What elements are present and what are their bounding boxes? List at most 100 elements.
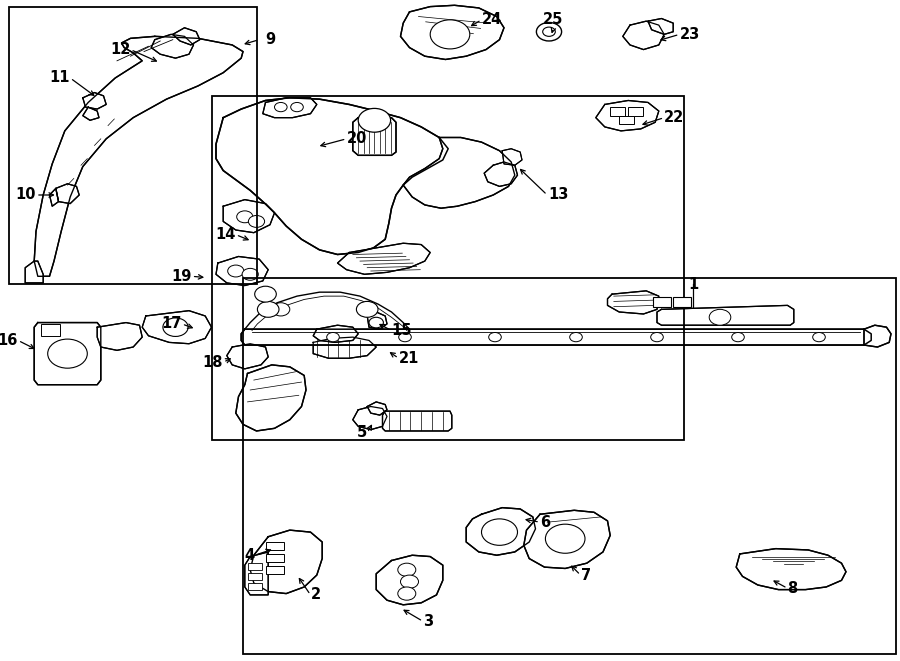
Bar [266, 554, 284, 562]
Circle shape [248, 215, 265, 227]
Text: 18: 18 [202, 355, 223, 369]
Bar [9, 7, 256, 284]
Circle shape [732, 332, 744, 342]
Polygon shape [313, 337, 376, 358]
Circle shape [48, 339, 87, 368]
Polygon shape [623, 21, 664, 50]
Polygon shape [313, 325, 358, 342]
Polygon shape [83, 107, 99, 120]
Text: 15: 15 [392, 323, 412, 338]
Text: 17: 17 [161, 317, 182, 331]
Polygon shape [400, 5, 504, 59]
Circle shape [430, 20, 470, 49]
Text: 2: 2 [310, 588, 320, 602]
Circle shape [570, 332, 582, 342]
Text: 19: 19 [171, 269, 192, 284]
Bar [628, 107, 643, 116]
Polygon shape [864, 325, 891, 347]
Circle shape [272, 303, 290, 316]
Polygon shape [25, 261, 43, 283]
Circle shape [545, 524, 585, 553]
Circle shape [356, 301, 378, 317]
Polygon shape [367, 402, 387, 415]
Polygon shape [34, 36, 243, 276]
Polygon shape [236, 365, 306, 431]
Circle shape [255, 286, 276, 302]
Bar [619, 116, 634, 124]
Polygon shape [484, 162, 518, 186]
Circle shape [651, 332, 663, 342]
Polygon shape [173, 28, 200, 45]
Circle shape [237, 211, 253, 223]
Text: 13: 13 [548, 188, 568, 202]
Text: 14: 14 [215, 227, 236, 242]
Polygon shape [466, 508, 536, 555]
Text: 22: 22 [664, 110, 685, 125]
Text: 11: 11 [50, 71, 70, 85]
Polygon shape [596, 100, 659, 131]
Circle shape [242, 268, 258, 280]
Circle shape [399, 332, 411, 342]
Circle shape [489, 332, 501, 342]
Polygon shape [151, 34, 194, 58]
Polygon shape [367, 312, 387, 329]
Polygon shape [245, 552, 268, 595]
Polygon shape [34, 323, 101, 385]
Polygon shape [736, 549, 846, 590]
Bar [248, 573, 262, 580]
Text: 4: 4 [245, 548, 255, 563]
Polygon shape [97, 323, 142, 350]
Circle shape [163, 318, 188, 336]
Polygon shape [403, 137, 515, 208]
Circle shape [482, 519, 517, 545]
Text: 5: 5 [357, 426, 367, 440]
Text: 24: 24 [482, 13, 502, 27]
Text: 7: 7 [580, 568, 590, 582]
Circle shape [398, 563, 416, 576]
Bar [652, 297, 670, 307]
Text: 20: 20 [346, 132, 367, 146]
Polygon shape [223, 200, 274, 233]
Polygon shape [502, 149, 522, 165]
Polygon shape [250, 530, 322, 594]
Circle shape [257, 301, 279, 317]
Polygon shape [241, 329, 871, 345]
Text: 12: 12 [110, 42, 130, 57]
Polygon shape [657, 305, 794, 325]
Polygon shape [142, 311, 211, 344]
Bar [673, 297, 691, 307]
Polygon shape [382, 411, 452, 431]
Text: 21: 21 [399, 351, 419, 366]
Text: 16: 16 [0, 333, 18, 348]
Polygon shape [50, 188, 58, 206]
Bar [610, 107, 625, 116]
Polygon shape [648, 19, 673, 34]
Text: 6: 6 [540, 515, 550, 529]
Polygon shape [608, 291, 659, 314]
Polygon shape [83, 93, 106, 109]
Circle shape [543, 27, 555, 36]
Circle shape [400, 575, 418, 588]
Polygon shape [227, 344, 268, 369]
Bar [248, 563, 262, 570]
Circle shape [327, 332, 339, 342]
Polygon shape [216, 256, 268, 286]
Circle shape [536, 22, 562, 41]
Circle shape [274, 102, 287, 112]
Text: 8: 8 [788, 581, 797, 596]
Circle shape [291, 102, 303, 112]
Text: 9: 9 [265, 32, 275, 47]
Polygon shape [216, 98, 448, 254]
Polygon shape [338, 243, 430, 274]
Polygon shape [353, 407, 387, 430]
Bar [212, 96, 684, 440]
Text: 25: 25 [544, 13, 563, 27]
Circle shape [228, 265, 244, 277]
Polygon shape [376, 555, 443, 605]
Polygon shape [353, 118, 396, 155]
Polygon shape [56, 184, 79, 204]
Circle shape [358, 108, 391, 132]
Polygon shape [263, 98, 317, 118]
Circle shape [813, 332, 825, 342]
Text: 23: 23 [680, 27, 700, 42]
